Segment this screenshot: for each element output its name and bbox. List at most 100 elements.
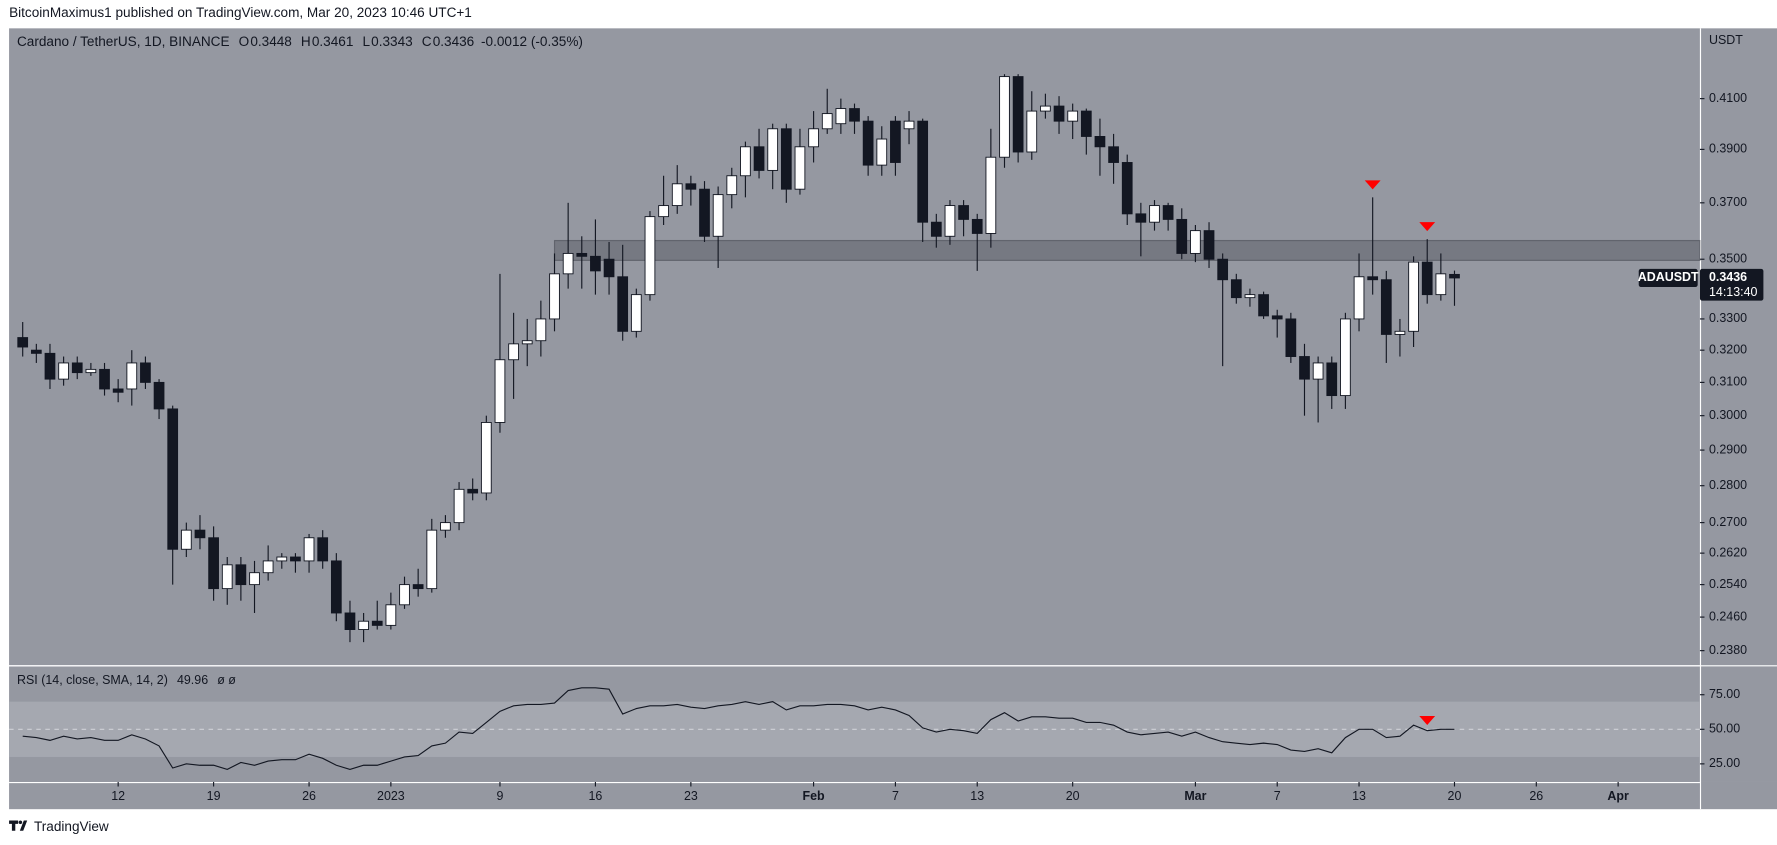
x-tick-label: 7 bbox=[892, 789, 899, 803]
candle-body bbox=[208, 537, 219, 590]
x-tick-label: 23 bbox=[684, 789, 698, 803]
x-tick-label: 9 bbox=[496, 789, 503, 803]
candle-body bbox=[167, 408, 179, 550]
candle-body bbox=[85, 368, 97, 374]
axis-unit: USDT bbox=[1709, 33, 1743, 47]
candle-body bbox=[1435, 273, 1447, 296]
candle-body bbox=[440, 522, 451, 531]
candle-body bbox=[944, 205, 956, 237]
candle-body bbox=[1271, 315, 1283, 320]
candle-body bbox=[930, 221, 942, 237]
candle-body bbox=[1285, 318, 1297, 357]
candle-body bbox=[467, 488, 479, 494]
resistance-marker bbox=[1364, 180, 1381, 190]
candle-body bbox=[1421, 261, 1433, 296]
candle-body bbox=[1326, 362, 1338, 397]
ohlc-key: H bbox=[301, 34, 311, 49]
time-axis bbox=[9, 781, 1777, 810]
candle-body bbox=[617, 276, 629, 332]
candle-body bbox=[821, 113, 833, 130]
ohlc-key: O bbox=[239, 34, 250, 49]
rsi-title: RSI (14, close, SMA, 14, 2) bbox=[17, 673, 168, 687]
candle-body bbox=[180, 529, 192, 550]
ohlc-value: 0.3461 bbox=[312, 34, 354, 49]
candle-body bbox=[1353, 276, 1365, 320]
candle-body bbox=[630, 294, 642, 332]
candle-body bbox=[1408, 261, 1419, 332]
y-tick-label: 0.3700 bbox=[1709, 195, 1747, 209]
rsi-last-value: 49.96 bbox=[177, 673, 208, 687]
y-tick-label: 0.3000 bbox=[1709, 408, 1747, 422]
rsi-y-tick-label: 50.00 bbox=[1709, 722, 1740, 736]
candle-body bbox=[1080, 110, 1092, 137]
candle-body bbox=[1135, 213, 1147, 223]
price-tag-countdown: 14:13:40 bbox=[1709, 285, 1758, 299]
publish-header: BitcoinMaximus1 published on TradingView… bbox=[9, 5, 472, 20]
candle-body bbox=[1217, 258, 1229, 281]
candle-body bbox=[849, 108, 860, 122]
x-tick-label: 13 bbox=[970, 789, 984, 803]
footer-brand: TradingView bbox=[34, 819, 109, 834]
candle-body bbox=[794, 146, 806, 190]
candle-body bbox=[712, 194, 724, 237]
y-tick-label: 0.3300 bbox=[1709, 311, 1747, 325]
candle-body bbox=[1121, 162, 1133, 215]
candle-body bbox=[344, 612, 356, 630]
candle-body bbox=[1340, 318, 1351, 397]
candle-body bbox=[385, 604, 397, 626]
candle-body bbox=[590, 255, 601, 272]
price-tag-value: 0.3436 bbox=[1709, 270, 1747, 284]
x-tick-label: Apr bbox=[1607, 789, 1629, 803]
x-tick-label: 20 bbox=[1448, 789, 1462, 803]
candle-body bbox=[971, 218, 983, 234]
candle-body bbox=[1053, 105, 1065, 122]
ohlc-value: 0.3343 bbox=[371, 34, 413, 49]
candle-body bbox=[1094, 136, 1106, 148]
y-tick-label: 0.3900 bbox=[1709, 142, 1747, 156]
candle-body bbox=[290, 556, 301, 562]
x-tick-label: 12 bbox=[111, 789, 125, 803]
candle-body bbox=[44, 352, 56, 380]
ohlc-key: L bbox=[362, 34, 370, 49]
y-tick-label: 0.3100 bbox=[1709, 375, 1747, 389]
candle-body bbox=[71, 362, 83, 374]
candle-body bbox=[1108, 146, 1119, 163]
y-tick-label: 0.2900 bbox=[1709, 442, 1747, 456]
candle-body bbox=[862, 120, 874, 166]
x-tick-label: 16 bbox=[588, 789, 602, 803]
x-tick-label: Feb bbox=[803, 789, 826, 803]
price-axis bbox=[1699, 28, 1777, 782]
symbol-tag bbox=[1638, 268, 1698, 288]
candle-body bbox=[808, 128, 819, 148]
candle-body bbox=[740, 146, 751, 177]
candle-body bbox=[671, 183, 683, 207]
y-tick-label: 0.3200 bbox=[1709, 342, 1747, 356]
rsi-legend: RSI (14, close, SMA, 14, 2) 49.96 ø ø bbox=[17, 673, 236, 687]
candle-body bbox=[194, 529, 206, 539]
x-tick-label: 26 bbox=[1529, 789, 1543, 803]
candle-body bbox=[399, 584, 410, 606]
candle-body bbox=[603, 258, 615, 278]
candle-body bbox=[903, 120, 915, 130]
ohlc-key: C bbox=[422, 34, 432, 49]
candle-body bbox=[30, 349, 42, 354]
candle-body bbox=[126, 362, 138, 390]
y-tick-label: 0.2460 bbox=[1709, 609, 1747, 623]
candle-body bbox=[985, 156, 997, 234]
price-tag bbox=[1699, 268, 1764, 301]
candle-body bbox=[1190, 230, 1201, 254]
candle-body bbox=[1176, 218, 1188, 254]
candle-body bbox=[521, 340, 533, 345]
legend-line: Cardano / TetherUS, 1D, BINANCE O0.3448 H0… bbox=[17, 34, 583, 49]
candle-body bbox=[1203, 230, 1215, 260]
rsi-y-tick-label: 25.00 bbox=[1709, 756, 1740, 770]
candle-body bbox=[1449, 273, 1460, 279]
candle-body bbox=[249, 572, 260, 586]
y-tick-label: 0.2700 bbox=[1709, 515, 1747, 529]
resistance-zone bbox=[553, 239, 1701, 261]
candle-body bbox=[890, 120, 901, 163]
rsi-line bbox=[22, 687, 1455, 771]
candle-body bbox=[99, 368, 110, 390]
